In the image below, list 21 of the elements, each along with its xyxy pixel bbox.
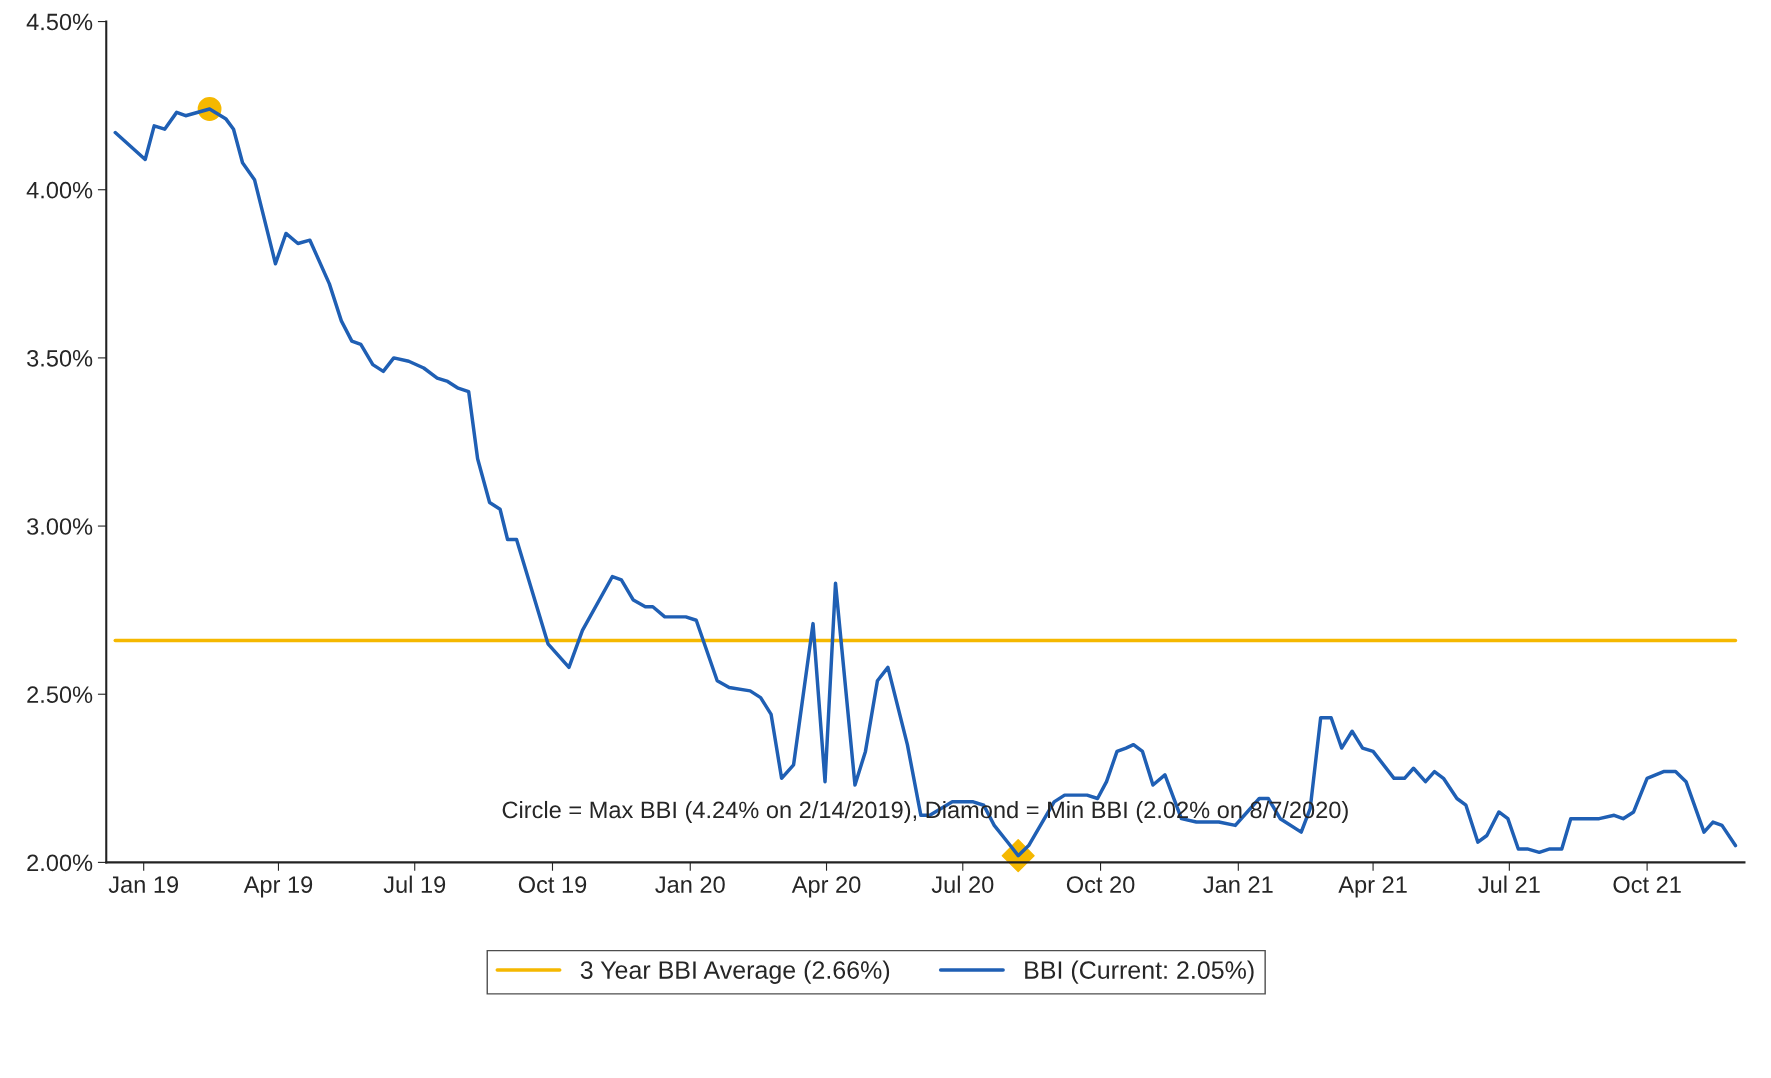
x-tick-label: Jan 21 bbox=[1203, 876, 1273, 893]
x-tick-label: Jul 20 bbox=[931, 875, 994, 893]
x-tick-label: Apr 19 bbox=[243, 876, 313, 898]
x-tick-label: Apr 21 bbox=[1338, 876, 1407, 898]
x-tick-label: Jul 19 bbox=[383, 875, 446, 893]
y-tick-label: 3.50% bbox=[27, 349, 93, 367]
line-series bbox=[113, 107, 1738, 858]
y-tick-label: 2.50% bbox=[27, 686, 93, 704]
x-tick-label: Jul 21 bbox=[1478, 875, 1540, 893]
x-tick-label: Jan 20 bbox=[655, 876, 725, 893]
y-tick-label: 4.50% bbox=[26, 13, 93, 31]
legend-label: 3 Year BBI Average (2.66%) bbox=[580, 960, 890, 984]
y-tick-label: 4.00% bbox=[26, 181, 93, 199]
x-tick-label: Oct 21 bbox=[1613, 876, 1681, 893]
x-tick-label: Oct 20 bbox=[1066, 876, 1135, 893]
y-tick-label: 3.00% bbox=[27, 518, 93, 535]
y-tick-label: 2.00% bbox=[27, 854, 93, 872]
x-tick-label: Jan 19 bbox=[108, 876, 179, 893]
x-tick-label: Apr 20 bbox=[791, 876, 861, 898]
legend-label: BBI (Current: 2.05%) bbox=[1025, 960, 1254, 984]
x-tick-label: Oct 19 bbox=[518, 876, 587, 893]
